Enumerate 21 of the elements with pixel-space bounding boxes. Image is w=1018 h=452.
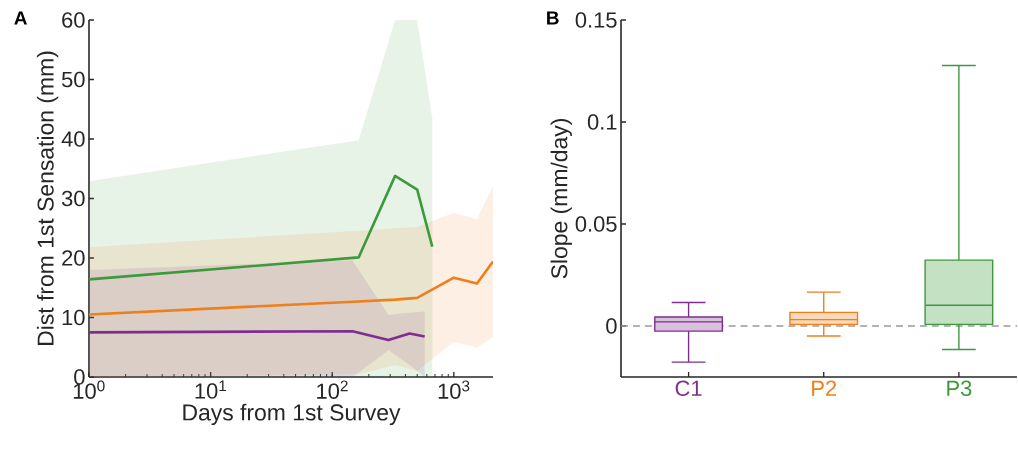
y-axis-title: Slope (mm/day) (550, 119, 572, 279)
x-tick-label: 10$^{3}$ (438, 380, 470, 399)
x-tick-label: 10$^{1}$ (195, 380, 227, 399)
y-tick-label: 30 (61, 190, 85, 207)
y-tick-label: 10 (62, 309, 85, 326)
x-axis-title: Days from 1st Survey (183, 403, 401, 426)
y-axis-title: Dist from 1st Sensation (mm) (36, 51, 59, 345)
x-tick-label: 10$^{2}$ (317, 380, 348, 399)
chart-title: B (547, 11, 559, 25)
y-tick-label: 0 (606, 318, 617, 334)
y-tick-label: 60 (62, 12, 85, 28)
y-tick-label: 20 (62, 250, 85, 266)
chart-title: A (14, 11, 27, 25)
x-tick-label: C1 (675, 380, 702, 397)
y-tick-label: 0.1 (587, 114, 617, 130)
x-tick-label: P3 (947, 380, 972, 397)
y-tick-label: 40 (61, 131, 85, 147)
y-tick-label: 0.15 (575, 12, 617, 28)
x-tick-label: P2 (812, 380, 837, 396)
y-tick-label: 0.05 (575, 216, 617, 232)
y-tick-label: 50 (61, 71, 85, 88)
